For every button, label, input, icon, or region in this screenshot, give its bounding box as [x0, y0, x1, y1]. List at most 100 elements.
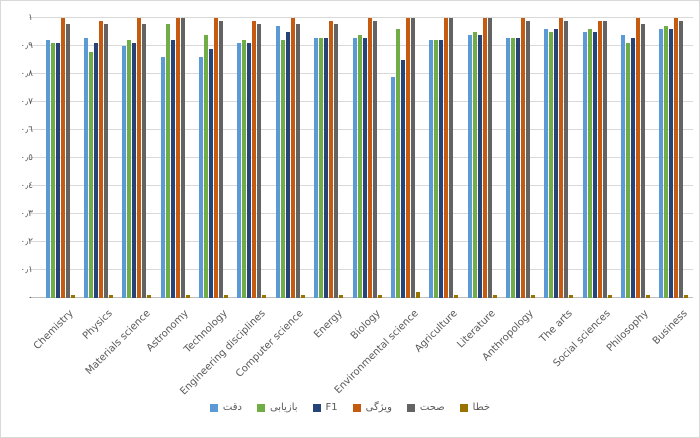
legend-label: بازیابی — [269, 402, 298, 413]
bar — [510, 37, 515, 298]
bar — [104, 23, 109, 298]
bar — [165, 23, 170, 298]
bar-group — [122, 18, 152, 298]
bar — [439, 40, 444, 298]
legend-label: ویژگی — [365, 402, 392, 413]
bar — [147, 295, 152, 298]
legend-swatch — [406, 404, 415, 412]
y-axis-tick-label: ٠٫٦ — [20, 125, 33, 135]
bar — [395, 29, 400, 298]
bar — [467, 34, 472, 298]
bar-group — [505, 18, 535, 298]
bar — [449, 18, 454, 298]
bar — [319, 37, 324, 298]
legend-label: F1 — [325, 402, 338, 413]
bar — [50, 43, 55, 298]
bar-group — [45, 18, 75, 298]
y-axis-tick-label: ٠٫٤ — [20, 181, 33, 191]
bar — [334, 23, 339, 298]
bar — [664, 26, 669, 298]
bar — [214, 18, 219, 298]
bar — [635, 18, 640, 298]
bar — [94, 43, 99, 298]
bar — [324, 37, 329, 298]
bar — [400, 60, 405, 298]
bar — [142, 23, 147, 298]
bar — [544, 29, 549, 298]
bar — [525, 20, 530, 298]
legend-item: F1 — [312, 402, 338, 414]
bar — [275, 26, 280, 298]
bar — [625, 43, 630, 298]
legend-item: خطا — [459, 402, 491, 414]
legend-swatch — [256, 404, 265, 412]
bar — [70, 295, 75, 298]
bar-group — [544, 18, 574, 298]
bar — [242, 40, 247, 298]
bar-group — [467, 18, 497, 298]
bar — [472, 32, 477, 298]
bar — [405, 18, 410, 298]
bar — [582, 32, 587, 298]
bar — [505, 37, 510, 298]
bar — [515, 37, 520, 298]
legend-swatch — [352, 404, 361, 412]
bar-group — [237, 20, 267, 298]
bar — [559, 18, 564, 298]
y-axis-tick-label: ٠ — [28, 293, 33, 303]
bar — [89, 51, 94, 298]
bar — [602, 20, 607, 298]
bar-group — [659, 18, 689, 298]
bar — [592, 32, 597, 298]
bar — [530, 295, 535, 298]
bar — [620, 34, 625, 298]
bar-group — [390, 18, 420, 298]
bar — [477, 34, 482, 298]
bar — [564, 20, 569, 298]
bar — [390, 76, 395, 298]
y-axis-tick-label: ٠٫٣ — [20, 209, 33, 219]
bar — [170, 40, 175, 298]
bar — [280, 40, 285, 298]
bar — [410, 18, 415, 298]
bar — [204, 34, 209, 298]
bar — [372, 20, 377, 298]
bar — [362, 37, 367, 298]
bar — [99, 20, 104, 298]
bar — [482, 18, 487, 298]
bar — [60, 18, 65, 298]
bar — [597, 20, 602, 298]
bar — [295, 23, 300, 298]
bar — [199, 57, 204, 298]
gridline — [29, 17, 693, 18]
bar-group — [314, 20, 344, 298]
legend-swatch — [459, 404, 468, 412]
bar — [630, 37, 635, 298]
bar — [645, 295, 650, 298]
plot-area: ٠ ٠٫١ ٠٫٢ ٠٫٣ ٠٫٤ ٠٫٥ ٠٫٦ ٠٫٧ ٠٫٨ ٠٫٩ ١ Chemistry Ph… — [20, 13, 693, 397]
bar — [415, 292, 420, 298]
bar — [674, 18, 679, 298]
bar — [252, 20, 257, 298]
bar — [224, 295, 229, 298]
bar — [684, 295, 689, 298]
y-axis-tick-label: ٠٫٩ — [20, 41, 33, 51]
y-axis-tick-label: ٠٫٧ — [20, 97, 33, 107]
bar-group — [620, 18, 650, 298]
legend-label: خطا — [472, 402, 491, 413]
bar — [339, 295, 344, 298]
bar-group — [275, 18, 305, 298]
bar-group — [160, 18, 190, 298]
bar — [352, 37, 357, 298]
bar-group — [199, 18, 229, 298]
bar — [329, 20, 334, 298]
bar — [492, 295, 497, 298]
bar — [669, 29, 674, 298]
bar — [160, 57, 165, 298]
legend-swatch — [312, 404, 321, 412]
bar — [45, 40, 50, 298]
y-axis-tick-label: ٠٫٨ — [20, 69, 33, 79]
y-axis-tick-label: ٠٫٥ — [20, 153, 33, 163]
bar — [237, 43, 242, 298]
y-axis-tick-label: ٠٫٢ — [20, 237, 33, 247]
